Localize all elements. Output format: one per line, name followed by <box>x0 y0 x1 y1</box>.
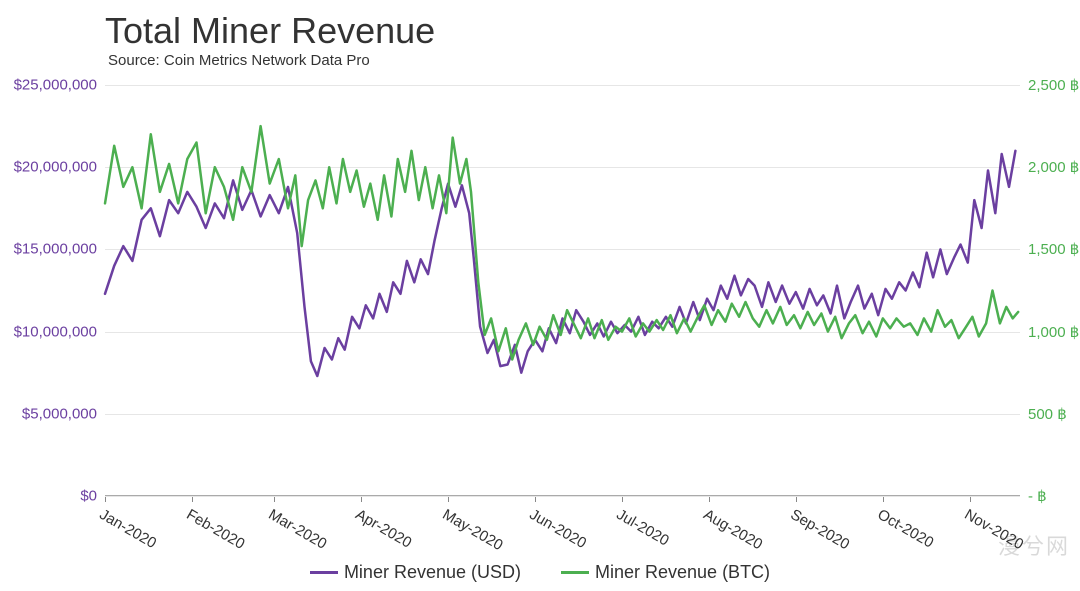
legend: Miner Revenue (USD) Miner Revenue (BTC) <box>0 562 1080 583</box>
y-right-tick-label: 2,000 ฿ <box>1028 158 1079 176</box>
y-right-tick-label: - ฿ <box>1028 487 1047 505</box>
y-left-tick-label: $0 <box>80 488 97 505</box>
plot-area: $0$5,000,000$10,000,000$15,000,000$20,00… <box>105 85 1020 496</box>
y-left-tick-label: $25,000,000 <box>14 77 97 94</box>
x-tick-label: Oct-2020 <box>874 506 936 552</box>
legend-label: Miner Revenue (USD) <box>344 562 521 583</box>
x-tick-label: Jan-2020 <box>97 506 160 552</box>
x-tick-label: Mar-2020 <box>266 506 330 553</box>
y-right-tick-label: 2,500 ฿ <box>1028 76 1079 94</box>
legend-item: Miner Revenue (BTC) <box>561 562 770 583</box>
y-right-tick-label: 1,500 ฿ <box>1028 240 1079 258</box>
series-line <box>105 151 1015 376</box>
x-tick-label: Sep-2020 <box>787 506 852 553</box>
line-series-svg <box>105 85 1020 496</box>
legend-swatch <box>561 571 589 574</box>
y-right-tick-label: 500 ฿ <box>1028 405 1067 423</box>
y-left-tick-label: $5,000,000 <box>22 405 97 422</box>
chart-title: Total Miner Revenue <box>105 10 435 52</box>
legend-item: Miner Revenue (USD) <box>310 562 521 583</box>
x-tick-label: May-2020 <box>440 506 506 554</box>
x-axis-line <box>105 495 1020 496</box>
y-left-tick-label: $20,000,000 <box>14 159 97 176</box>
x-tick-label: Apr-2020 <box>353 506 415 552</box>
chart-subtitle: Source: Coin Metrics Network Data Pro <box>108 52 370 69</box>
legend-swatch <box>310 571 338 574</box>
y-right-tick-label: 1,000 ฿ <box>1028 323 1079 341</box>
watermark: 漫兮网 <box>998 529 1070 561</box>
legend-label: Miner Revenue (BTC) <box>595 562 770 583</box>
gridline <box>105 496 1020 497</box>
x-tick-label: Jul-2020 <box>613 506 671 549</box>
x-tick-label: Jun-2020 <box>527 506 590 552</box>
y-left-tick-label: $10,000,000 <box>14 323 97 340</box>
x-tick-label: Aug-2020 <box>700 506 765 553</box>
x-tick-label: Feb-2020 <box>183 506 247 553</box>
y-left-tick-label: $15,000,000 <box>14 241 97 258</box>
chart-container: Total Miner Revenue Source: Coin Metrics… <box>0 0 1080 591</box>
